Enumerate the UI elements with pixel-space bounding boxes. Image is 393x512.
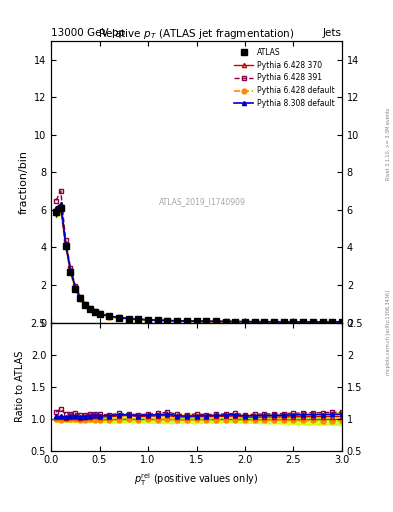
Text: ATLAS_2019_I1740909: ATLAS_2019_I1740909	[159, 197, 246, 206]
Text: Jets: Jets	[323, 28, 342, 38]
Text: mcplots.cern.ch [arXiv:1306.3436]: mcplots.cern.ch [arXiv:1306.3436]	[386, 290, 391, 375]
Text: Rivet 3.1.10, >= 3.3M events: Rivet 3.1.10, >= 3.3M events	[386, 107, 391, 180]
Title: Relative $p_T$ (ATLAS jet fragmentation): Relative $p_T$ (ATLAS jet fragmentation)	[98, 27, 295, 41]
Y-axis label: fraction/bin: fraction/bin	[18, 150, 28, 214]
Text: 13000 GeV pp: 13000 GeV pp	[51, 28, 125, 38]
Y-axis label: Ratio to ATLAS: Ratio to ATLAS	[15, 351, 25, 422]
Legend: ATLAS, Pythia 6.428 370, Pythia 6.428 391, Pythia 6.428 default, Pythia 8.308 de: ATLAS, Pythia 6.428 370, Pythia 6.428 39…	[231, 45, 338, 111]
X-axis label: $p_{\rm T}^{\rm rel}$ (positive values only): $p_{\rm T}^{\rm rel}$ (positive values o…	[134, 471, 259, 488]
